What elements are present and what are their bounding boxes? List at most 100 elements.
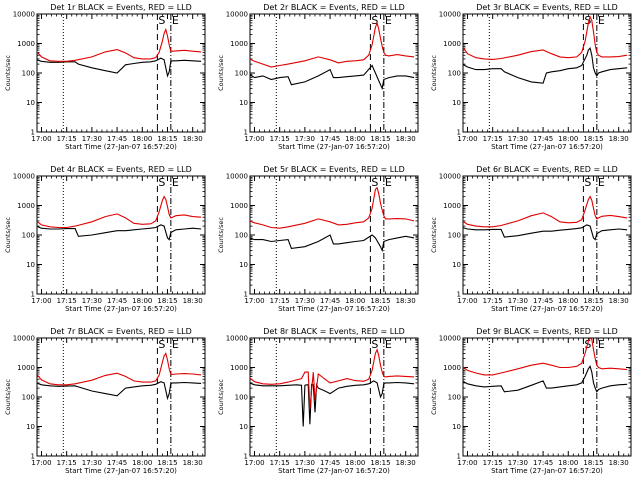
x-tick-label: 17:30 — [508, 459, 528, 467]
x-tick-label: 18:00 — [132, 297, 152, 305]
plot-frame — [249, 337, 419, 457]
y-tick-label: 1 — [244, 291, 248, 299]
marker-label: E — [385, 338, 392, 351]
panel-title: Det 3r BLACK = Events, RED = LLD — [476, 3, 618, 12]
x-tick-label: 17:00 — [244, 135, 264, 143]
y-tick-label: 1000 — [230, 202, 248, 210]
lld-series-line — [37, 352, 202, 386]
lld-series-line — [37, 195, 202, 229]
y-tick-label: 1 — [31, 129, 35, 137]
lld-series-line — [463, 195, 628, 228]
x-tick-label: 18:30 — [609, 297, 629, 305]
events-series-line — [250, 64, 415, 91]
marker-label: S — [158, 14, 165, 27]
panel-title: Det 1r BLACK = Events, RED = LLD — [50, 3, 192, 12]
y-tick-label: 100 — [448, 70, 461, 78]
y-tick-label: 100 — [235, 70, 248, 78]
x-tick-label: 17:15 — [270, 297, 290, 305]
panel-title: Det 4r BLACK = Events, RED = LLD — [50, 165, 192, 174]
marker-label: S — [371, 14, 378, 27]
y-tick-label: 100 — [22, 394, 35, 402]
lld-series-line — [37, 27, 202, 62]
events-series-line — [37, 381, 202, 401]
events-series-line — [463, 46, 628, 84]
panel-title: Det 8r BLACK = Events, RED = LLD — [263, 327, 405, 336]
y-axis-label: Counts/sec — [4, 217, 12, 253]
x-tick-label: 17:00 — [457, 297, 477, 305]
detector-panel: Det 6r BLACK = Events, RED = LLD 1 10 100 10… — [430, 165, 632, 313]
x-tick-label: 18:00 — [345, 459, 365, 467]
detector-panel: Det 4r BLACK = Events, RED = LLD 1 10 100 10… — [4, 165, 206, 313]
events-series-line — [250, 234, 415, 253]
marker-label: S — [158, 338, 165, 351]
detector-panel: Det 8r BLACK = Events, RED = LLD 1 10 100 10… — [217, 327, 419, 475]
lld-series-line — [250, 186, 415, 229]
y-tick-label: 1000 — [443, 364, 461, 372]
plot-frame — [462, 175, 632, 295]
y-tick-label: 100 — [235, 232, 248, 240]
lld-series-line — [250, 348, 415, 409]
lld-series-line — [463, 338, 628, 376]
y-tick-label: 100 — [448, 232, 461, 240]
x-tick-label: 17:30 — [295, 297, 315, 305]
x-tick-label: 17:00 — [457, 459, 477, 467]
panel-title: Det 6r BLACK = Events, RED = LLD — [476, 165, 618, 174]
y-tick-label: 1 — [244, 453, 248, 461]
detector-panel: Det 9r BLACK = Events, RED = LLD 1 10 100 10… — [430, 327, 632, 475]
x-tick-label: 18:00 — [558, 135, 578, 143]
x-tick-label: 17:45 — [533, 459, 553, 467]
y-tick-label: 10 — [26, 261, 35, 269]
y-tick-label: 10 — [239, 99, 248, 107]
x-tick-label: 17:00 — [31, 459, 51, 467]
detector-panel: Det 1r BLACK = Events, RED = LLD 1 10 100 10… — [4, 3, 206, 151]
marker-label: E — [385, 176, 392, 189]
marker-label: E — [172, 176, 179, 189]
x-tick-label: 18:30 — [396, 135, 416, 143]
y-tick-label: 10000 — [13, 11, 35, 19]
x-tick-label: 18:15 — [157, 459, 177, 467]
y-tick-label: 1000 — [17, 364, 35, 372]
x-tick-label: 17:45 — [533, 135, 553, 143]
marker-label: E — [598, 176, 605, 189]
x-tick-label: 18:30 — [396, 297, 416, 305]
marker-label: S — [584, 14, 591, 27]
x-tick-label: 17:15 — [270, 459, 290, 467]
x-tick-label: 17:15 — [483, 297, 503, 305]
y-tick-label: 10000 — [226, 11, 248, 19]
x-tick-label: 17:30 — [82, 297, 102, 305]
x-tick-label: 17:30 — [508, 297, 528, 305]
x-axis-label: Start Time (27-Jan-07 16:57:20) — [278, 467, 390, 475]
plot-frame — [36, 337, 206, 457]
y-axis-label: Counts/sec — [430, 379, 438, 415]
y-tick-label: 10000 — [226, 335, 248, 343]
x-tick-label: 18:15 — [157, 297, 177, 305]
x-axis-label: Start Time (27-Jan-07 16:57:20) — [278, 305, 390, 313]
x-tick-label: 18:15 — [583, 459, 603, 467]
x-tick-label: 17:15 — [483, 135, 503, 143]
x-tick-label: 17:45 — [107, 135, 127, 143]
x-tick-label: 17:15 — [483, 459, 503, 467]
x-tick-label: 18:30 — [183, 297, 203, 305]
y-tick-label: 1 — [31, 291, 35, 299]
marker-label: S — [371, 338, 378, 351]
plot-frame — [249, 175, 419, 295]
y-tick-label: 10000 — [439, 11, 461, 19]
marker-label: E — [172, 14, 179, 27]
y-tick-label: 100 — [22, 232, 35, 240]
y-axis-label: Counts/sec — [430, 55, 438, 91]
y-tick-label: 1 — [31, 453, 35, 461]
x-tick-label: 18:00 — [132, 135, 152, 143]
y-tick-label: 100 — [448, 394, 461, 402]
y-tick-label: 10 — [452, 423, 461, 431]
x-tick-label: 17:30 — [508, 135, 528, 143]
x-tick-label: 17:15 — [57, 459, 77, 467]
marker-label: E — [172, 338, 179, 351]
x-tick-label: 17:45 — [320, 297, 340, 305]
y-tick-label: 1000 — [443, 202, 461, 210]
y-tick-label: 1 — [244, 129, 248, 137]
marker-label: E — [598, 338, 605, 351]
plot-frame — [462, 337, 632, 457]
x-tick-label: 17:00 — [244, 459, 264, 467]
x-tick-label: 18:15 — [583, 135, 603, 143]
